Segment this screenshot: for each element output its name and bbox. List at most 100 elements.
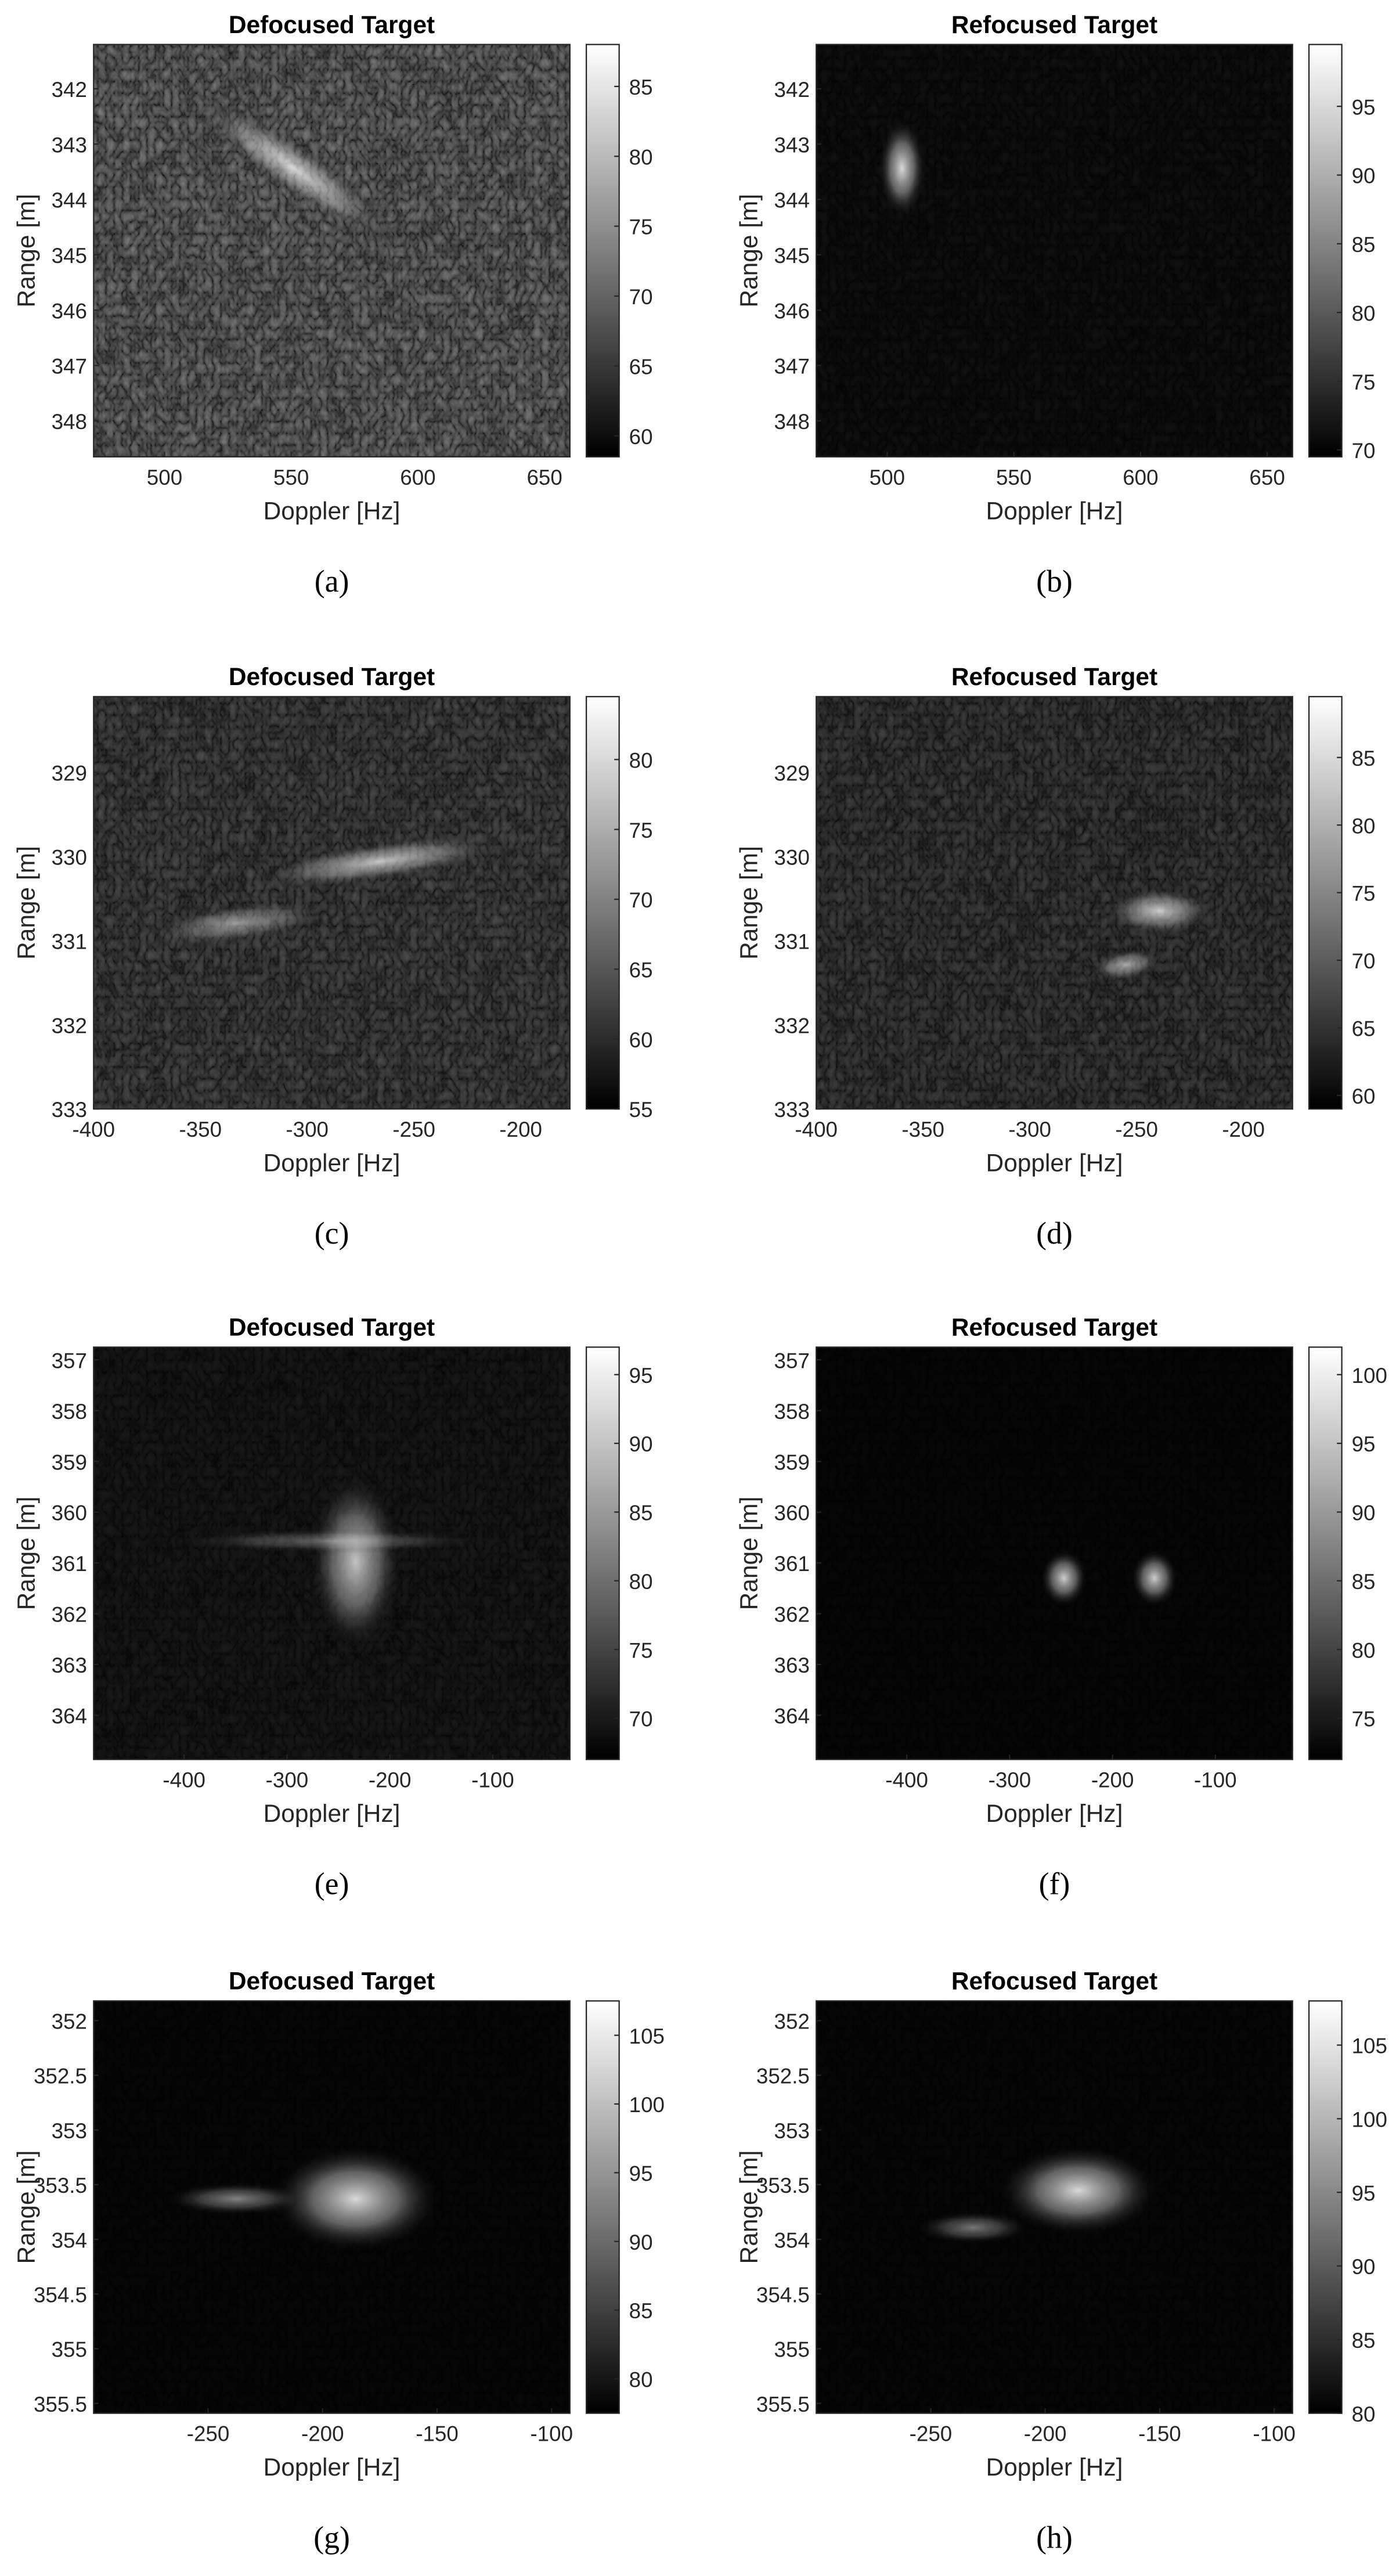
panel: -400 -350 -300 -250 -200 329 330 331 332 333 Defoc… — [12, 663, 652, 1251]
y-tick-label: 353.5 — [34, 2174, 87, 2197]
colorbar-tick-label: 95 — [1352, 95, 1376, 119]
y-tick-label: 330 — [774, 845, 810, 869]
intensity-blob — [1130, 1549, 1178, 1607]
x-tick-label: -400 — [163, 1768, 205, 1792]
y-tick-label: 364 — [52, 1705, 87, 1728]
colorbar-tick-label: 90 — [629, 1432, 653, 1456]
x-tick-label: -400 — [795, 1118, 838, 1141]
x-tick-label: -300 — [989, 1768, 1031, 1792]
y-tick-label: 332 — [774, 1014, 810, 1037]
intensity-blob — [247, 834, 512, 889]
x-tick-label: -400 — [885, 1768, 928, 1792]
x-tick-label: 550 — [996, 466, 1031, 489]
y-axis-label: Range [m] — [735, 194, 762, 308]
y-tick-label: 348 — [774, 410, 810, 434]
plot-frame — [816, 696, 1293, 1110]
colorbar-tick-label: 80 — [1352, 1638, 1376, 1662]
colorbar-tick-label: 75 — [1352, 882, 1376, 906]
y-tick-label: 352 — [52, 2010, 87, 2034]
colorbar-tick-label: 80 — [629, 145, 653, 169]
chart-title: Refocused Target — [951, 1968, 1157, 1995]
y-axis-label: Range [m] — [735, 2150, 762, 2264]
y-tick-label: 342 — [52, 78, 87, 102]
heatmap-speckle — [93, 44, 570, 457]
colorbar-tick-label: 85 — [629, 2299, 653, 2323]
chart-title: Defocused Target — [229, 1314, 435, 1341]
x-tick-label: -400 — [72, 1118, 115, 1141]
x-tick-label: -300 — [266, 1768, 309, 1792]
plot-frame — [816, 1346, 1293, 1760]
colorbar-tick-label: 65 — [1352, 1017, 1376, 1041]
x-tick-label: -100 — [1194, 1768, 1237, 1792]
x-tick-label: -250 — [1115, 1118, 1158, 1141]
x-tick-label: 650 — [526, 466, 562, 489]
colorbar-tick-label: 85 — [1352, 233, 1376, 257]
y-tick-label: 347 — [774, 355, 810, 379]
caption: (a) — [315, 564, 349, 599]
panel: -400 -350 -300 -250 -200 329 330 331 332 333 Refoc… — [735, 663, 1375, 1251]
x-tick-label: -150 — [416, 2422, 459, 2446]
x-tick-label: -100 — [1253, 2422, 1296, 2446]
x-tick-label: -250 — [187, 2422, 230, 2446]
colorbar-tick-label: 100 — [629, 2093, 665, 2117]
y-tick-label: 345 — [774, 244, 810, 268]
heatmap-image — [816, 1347, 1293, 1760]
panel: 500 550 600 650 342 343 344 345 346 347 348 Refocus… — [735, 11, 1375, 599]
x-tick-label: -100 — [471, 1768, 514, 1792]
x-tick-label: 600 — [400, 466, 435, 489]
y-tick-label: 357 — [52, 1349, 87, 1372]
x-tick-label: 500 — [147, 466, 182, 489]
intensity-blob — [997, 2145, 1159, 2236]
y-tick-label: 348 — [52, 410, 87, 434]
colorbar-tick-label: 85 — [629, 75, 653, 99]
colorbar-tick-label: 75 — [629, 819, 653, 842]
chart-title: Refocused Target — [951, 663, 1157, 690]
y-axis-label: Range [m] — [12, 1497, 39, 1611]
heatmap-image — [93, 44, 570, 457]
intensity-blob — [165, 1528, 499, 1554]
y-axis-label: Range [m] — [12, 846, 39, 960]
colorbar-tick-label: 75 — [629, 215, 653, 239]
y-tick-label: 354.5 — [756, 2283, 810, 2307]
colorbar-tick-label: 80 — [629, 748, 653, 772]
panel: -250 -200 -150 -100 352 352.5 353 353.5 354 354.5… — [735, 1968, 1387, 2555]
colorbar-tick-label: 70 — [1352, 439, 1376, 463]
y-axis-label: Range [m] — [12, 194, 39, 308]
x-tick-label: -200 — [499, 1118, 542, 1141]
intensity-blob — [1088, 947, 1164, 982]
y-tick-label: 359 — [774, 1450, 810, 1474]
y-tick-label: 355 — [774, 2338, 810, 2362]
intensity-blob — [878, 118, 926, 218]
y-tick-label: 346 — [52, 299, 87, 323]
caption: (e) — [315, 1867, 349, 1901]
heatmap-image — [816, 2001, 1293, 2413]
y-tick-label: 354 — [52, 2228, 87, 2252]
y-tick-label: 330 — [52, 845, 87, 869]
colorbar-tick-label: 95 — [629, 2162, 653, 2186]
colorbar — [585, 2000, 620, 2414]
caption: (d) — [1036, 1216, 1073, 1251]
y-axis-label: Range [m] — [12, 2150, 39, 2264]
y-tick-label: 353 — [52, 2119, 87, 2143]
y-tick-label: 354 — [774, 2228, 810, 2252]
colorbar-tick-label: 90 — [1352, 1501, 1376, 1525]
y-tick-label: 344 — [774, 189, 810, 212]
x-axis-label: Doppler [Hz] — [264, 1800, 401, 1827]
heatmap-speckle — [816, 44, 1293, 457]
intensity-blob — [165, 2182, 308, 2215]
chart-title: Defocused Target — [229, 1968, 435, 1995]
chart-title: Refocused Target — [951, 11, 1157, 38]
plot-frame — [93, 1346, 571, 1760]
y-tick-label: 346 — [774, 299, 810, 323]
colorbar-tick-label: 90 — [1352, 164, 1376, 188]
x-tick-label: -350 — [179, 1118, 222, 1141]
heatmap-image — [93, 2001, 570, 2413]
colorbar-tick-label: 85 — [629, 1501, 653, 1525]
colorbar — [1308, 44, 1343, 457]
y-tick-label: 347 — [52, 355, 87, 379]
y-tick-label: 363 — [774, 1653, 810, 1677]
x-tick-label: -200 — [1222, 1118, 1265, 1141]
colorbar-tick-label: 95 — [629, 1364, 653, 1388]
y-tick-label: 333 — [52, 1098, 87, 1122]
colorbar-tick-label: 95 — [1352, 2181, 1376, 2205]
